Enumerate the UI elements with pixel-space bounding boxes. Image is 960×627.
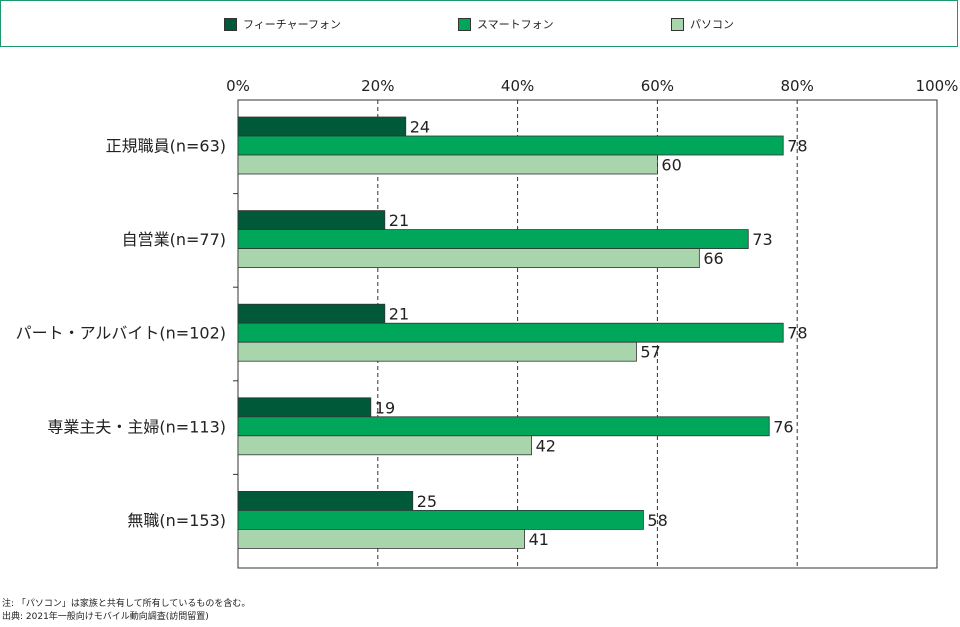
data-label: 21 — [389, 305, 409, 324]
data-label: 41 — [529, 530, 549, 549]
bar — [237, 435, 532, 456]
bar — [237, 416, 770, 437]
notes: 注: 「パソコン」は家族と共有して所有しているものを含む。 出典: 2021年一… — [2, 598, 250, 624]
data-label: 73 — [752, 230, 772, 249]
x-tick-label: 60% — [641, 77, 674, 95]
legend-label-feature-phone: フィーチャーフォン — [243, 18, 342, 31]
legend: フィーチャーフォン スマートフォン パソコン — [0, 0, 958, 47]
category-label: 正規職員(n=63) — [106, 137, 226, 156]
bar — [237, 135, 784, 156]
x-tick-label: 20% — [361, 77, 394, 95]
legend-item-feature-phone: フィーチャーフォン — [224, 16, 341, 32]
x-tick-label: 0% — [226, 77, 250, 95]
data-label: 42 — [536, 436, 556, 455]
data-label: 60 — [661, 156, 681, 175]
data-label: 21 — [389, 211, 409, 230]
legend-item-smartphone: スマートフォン — [458, 16, 554, 32]
legend-swatch-pc — [671, 17, 684, 31]
legend-item-pc: パソコン — [671, 16, 734, 32]
legend-swatch-feature-phone — [224, 17, 237, 31]
data-label: 78 — [787, 137, 807, 156]
data-label: 58 — [647, 511, 667, 530]
bar — [237, 322, 784, 343]
data-label: 24 — [410, 118, 430, 137]
bar — [237, 397, 372, 418]
bar — [237, 248, 700, 269]
category-label: 無職(n=153) — [127, 511, 226, 530]
data-label: 19 — [375, 398, 395, 417]
bar — [237, 303, 386, 324]
bar — [237, 210, 386, 231]
x-tick-label: 40% — [501, 77, 534, 95]
category-label: パート・アルバイト(n=102) — [16, 324, 226, 343]
x-tick-label: 80% — [781, 77, 814, 95]
bar — [237, 490, 414, 511]
bar — [237, 229, 749, 250]
data-label: 57 — [640, 343, 660, 362]
note-text: 注: 「パソコン」は家族と共有して所有しているものを含む。 — [2, 599, 251, 609]
category-label: 専業主夫・主婦(n=113) — [47, 417, 226, 436]
legend-label-pc: パソコン — [690, 18, 734, 31]
bar-chart: 0% 20% 40% 60% 80% 100% 正規職員(n=63) 24 78 60 自営業(n=… — [16, 77, 959, 569]
bar — [237, 529, 525, 549]
data-label: 25 — [417, 492, 437, 511]
bar — [237, 116, 407, 137]
category-label: 自営業(n=77) — [122, 230, 226, 249]
source-text: 出典: 2021年一般向けモバイル動向調査(訪問留置) — [2, 612, 209, 622]
legend-swatch-smartphone — [458, 17, 471, 31]
x-tick-label: 100% — [916, 77, 959, 95]
bar — [237, 154, 658, 175]
legend-label-smartphone: スマートフォン — [477, 18, 554, 31]
bar — [237, 341, 637, 362]
bar — [237, 509, 644, 530]
data-label: 66 — [703, 249, 723, 268]
data-label: 78 — [787, 324, 807, 343]
data-label: 76 — [773, 417, 793, 436]
